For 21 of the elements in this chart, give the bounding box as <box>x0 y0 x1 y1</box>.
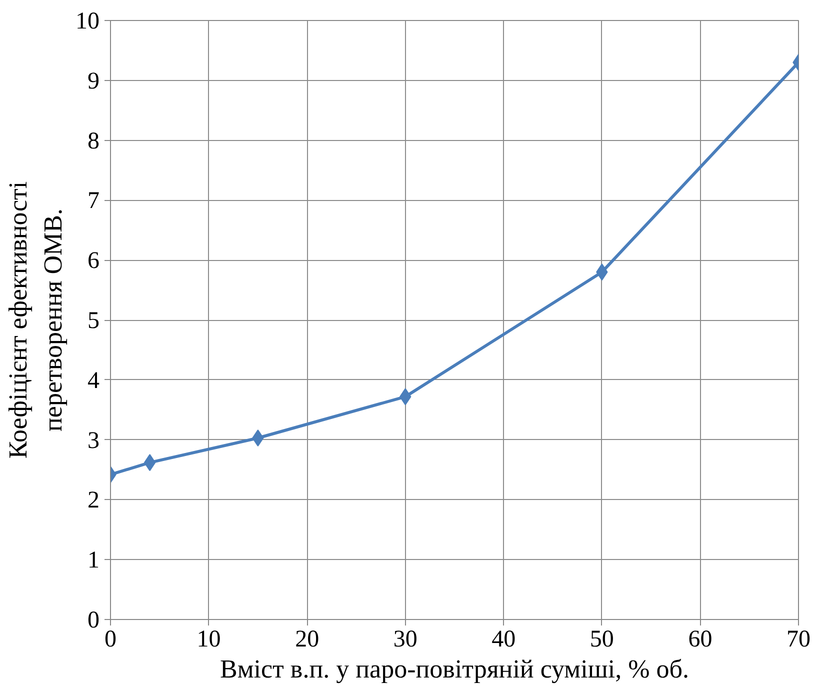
y-tick-label: 8 <box>88 128 100 154</box>
y-tick-label: 9 <box>88 68 100 94</box>
y-tick-label: 6 <box>88 248 100 274</box>
y-tick-label: 10 <box>76 8 100 34</box>
x-tick-label: 10 <box>196 626 221 652</box>
y-tick-label: 4 <box>88 368 100 394</box>
x-tick-label: 60 <box>688 626 712 652</box>
y-tick-label: 2 <box>88 488 100 514</box>
y-tick-label: 7 <box>88 188 100 214</box>
x-tick-label: 40 <box>492 626 516 652</box>
x-axis-title: Вміст в.п. у паро-повітряній суміші, % об. <box>220 654 690 684</box>
y-tick-label: 0 <box>88 608 100 634</box>
x-tick-label: 50 <box>590 626 614 652</box>
y-axis-title: Коефіцієнт ефективності перетворення ОМВ. <box>4 181 68 459</box>
y-tick-label: 1 <box>88 548 100 574</box>
x-tick-label: 30 <box>393 626 418 652</box>
y-tick-label: 5 <box>88 308 100 334</box>
y-tick-label: 3 <box>88 428 100 454</box>
x-tick-label: 70 <box>786 626 810 652</box>
x-tick-label: 0 <box>104 626 116 652</box>
x-tick-label: 20 <box>295 626 320 652</box>
